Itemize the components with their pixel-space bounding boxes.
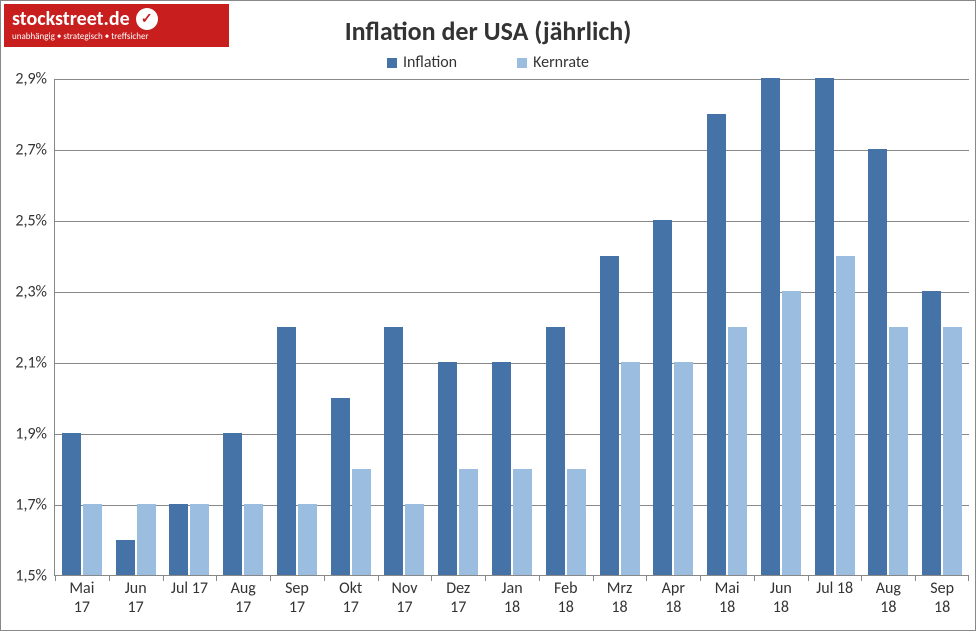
category-group: Apr 18 — [646, 79, 700, 575]
legend-swatch — [387, 58, 397, 68]
category-group: Jul 18 — [808, 79, 862, 575]
category-group: Jan 18 — [485, 79, 539, 575]
bar — [922, 291, 941, 575]
category-group: Mai 18 — [700, 79, 754, 575]
x-tick-label: Dez 17 — [431, 575, 485, 617]
bar — [492, 362, 511, 575]
category-group: Jul 17 — [163, 79, 217, 575]
x-tick-label: Jan 18 — [485, 575, 539, 617]
category-group: Sep 18 — [915, 79, 969, 575]
category-group: Sep 17 — [270, 79, 324, 575]
bar — [815, 78, 834, 575]
legend-label: Kernrate — [533, 53, 589, 72]
legend-swatch — [517, 58, 527, 68]
legend-label: Inflation — [403, 53, 457, 72]
bar — [298, 504, 317, 575]
y-tick-label: 1,9% — [5, 425, 47, 444]
bar — [83, 504, 102, 575]
y-tick-label: 2,5% — [5, 212, 47, 231]
x-tick-label: Nov 17 — [378, 575, 432, 617]
bar — [761, 78, 780, 575]
plot-area: Mai 17Jun 17Jul 17Aug 17Sep 17Okt 17Nov … — [54, 79, 969, 576]
category-group: Mai 17 — [55, 79, 109, 575]
x-tick-label: Apr 18 — [646, 575, 700, 617]
category-group: Jun 18 — [754, 79, 808, 575]
bar — [331, 398, 350, 576]
legend: Inflation Kernrate — [1, 53, 975, 72]
y-tick-label: 2,9% — [5, 70, 47, 89]
bar — [62, 433, 81, 575]
bar — [352, 469, 371, 576]
bar — [169, 504, 188, 575]
category-group: Nov 17 — [378, 79, 432, 575]
x-tick-label: Mai 18 — [700, 575, 754, 617]
bar — [600, 256, 619, 576]
bar — [782, 291, 801, 575]
bar — [546, 327, 565, 576]
x-tick-label: Feb 18 — [539, 575, 593, 617]
category-group: Okt 17 — [324, 79, 378, 575]
x-tick-label: Okt 17 — [324, 575, 378, 617]
y-tick-label: 1,5% — [5, 567, 47, 586]
bar — [943, 327, 962, 576]
category-group: Dez 17 — [431, 79, 485, 575]
bar — [384, 327, 403, 576]
category-group: Jun 17 — [109, 79, 163, 575]
bar — [459, 469, 478, 576]
bar — [674, 362, 693, 575]
bar — [653, 220, 672, 575]
x-tick-label: Jun 17 — [109, 575, 163, 617]
x-tick-label: Jul 17 — [163, 575, 217, 598]
x-tick-label: Jul 18 — [808, 575, 862, 598]
y-tick-label: 2,1% — [5, 354, 47, 373]
bar — [567, 469, 586, 576]
legend-item-inflation: Inflation — [387, 53, 457, 72]
category-group: Mrz 18 — [593, 79, 647, 575]
bar — [277, 327, 296, 576]
bar — [438, 362, 457, 575]
category-group: Feb 18 — [539, 79, 593, 575]
x-tick-label: Mai 17 — [55, 575, 109, 617]
y-tick-label: 1,7% — [5, 496, 47, 515]
bar — [621, 362, 640, 575]
bar — [116, 540, 135, 576]
y-tick-label: 2,7% — [5, 141, 47, 160]
bar — [889, 327, 908, 576]
bar — [137, 504, 156, 575]
y-tick-label: 2,3% — [5, 283, 47, 302]
x-tick-label: Sep 18 — [915, 575, 969, 617]
bar — [513, 469, 532, 576]
bar — [405, 504, 424, 575]
x-tick-label: Mrz 18 — [593, 575, 647, 617]
legend-item-kernrate: Kernrate — [517, 53, 589, 72]
x-tick-label: Sep 17 — [270, 575, 324, 617]
bar — [868, 149, 887, 575]
bar — [223, 433, 242, 575]
bar — [244, 504, 263, 575]
bar — [707, 114, 726, 576]
x-tick-label: Aug 17 — [216, 575, 270, 617]
bars-region: Mai 17Jun 17Jul 17Aug 17Sep 17Okt 17Nov … — [55, 79, 969, 575]
chart-title: Inflation der USA (jährlich) — [1, 15, 975, 47]
bar — [728, 327, 747, 576]
bar — [836, 256, 855, 576]
category-group: Aug 17 — [216, 79, 270, 575]
chart-container: stockstreet.de ✓ unabhängig • strategisc… — [0, 0, 976, 631]
bar — [190, 504, 209, 575]
x-tick-label: Jun 18 — [754, 575, 808, 617]
category-group: Aug 18 — [861, 79, 915, 575]
x-tick-label: Aug 18 — [861, 575, 915, 617]
